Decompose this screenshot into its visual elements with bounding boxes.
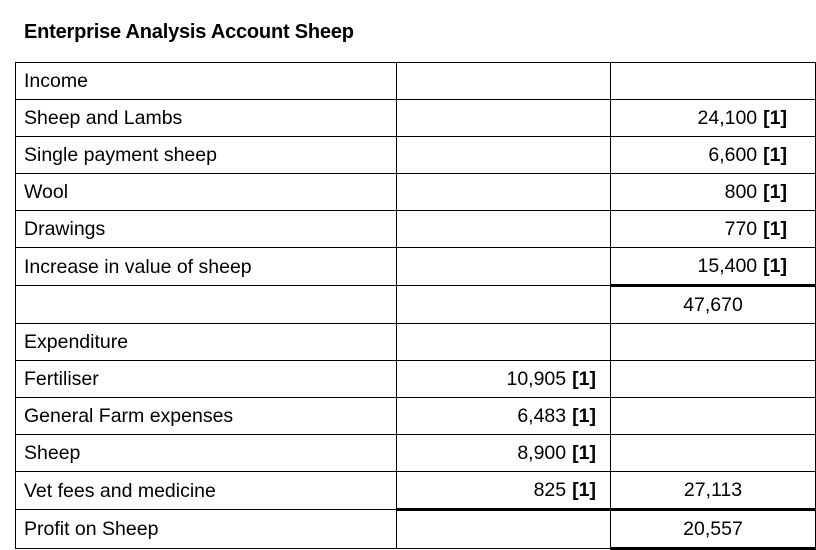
expenditure-cell [395, 210, 611, 248]
value: 27,113 [683, 479, 743, 501]
sheep-account-table: Income Sheep and Lambs 24,100 [1] Single … [15, 62, 816, 550]
mark: [1] [572, 368, 596, 390]
row-label: Fertiliser [15, 360, 397, 398]
row-label: Sheep and Lambs [15, 99, 397, 137]
value: 6,600 [708, 144, 758, 166]
table-row: Single payment sheep 6,600 [1] [15, 136, 816, 174]
table-row: Drawings 770 [1] [15, 210, 816, 248]
mark: [1] [763, 181, 787, 203]
row-label: Profit on Sheep [15, 509, 397, 549]
row-label: Vet fees and medicine [15, 471, 397, 510]
value: 24,100 [697, 107, 758, 129]
total-cell [609, 434, 816, 472]
mark: [1] [763, 255, 787, 277]
expenditure-cell [395, 62, 611, 100]
expenditure-cell: 8,900 [1] [395, 434, 611, 472]
table-row: 47,670 [15, 285, 816, 324]
row-label: Expenditure [15, 323, 397, 361]
value: 47,670 [683, 294, 743, 316]
value: 15,400 [697, 255, 758, 277]
total-cell: 6,600 [1] [609, 136, 816, 174]
expenditure-cell [395, 285, 611, 324]
value: 770 [724, 218, 758, 240]
total-cell [609, 397, 816, 435]
expenditure-cell: 825 [1] [395, 471, 611, 511]
total-cell [609, 62, 816, 100]
row-label: Sheep [15, 434, 397, 472]
mark: [1] [763, 107, 787, 129]
expenditure-cell: 6,483 [1] [395, 397, 611, 435]
total-cell [609, 323, 816, 361]
mark: [1] [572, 405, 596, 427]
expenditure-cell [395, 247, 611, 286]
row-label [15, 285, 397, 324]
row-label: Drawings [15, 210, 397, 248]
row-label: Income [15, 62, 397, 100]
value: 8,900 [517, 442, 567, 464]
total-cell: 800 [1] [609, 173, 816, 211]
mark: [1] [763, 144, 787, 166]
table-row: Vet fees and medicine 825 [1] 27,113 [15, 471, 816, 511]
expenditure-cell [395, 323, 611, 361]
income-total-cell: 47,670 [609, 285, 816, 324]
expenditure-cell [395, 509, 611, 549]
mark: [1] [572, 479, 596, 501]
expenditure-cell [395, 136, 611, 174]
row-label: Increase in value of sheep [15, 247, 397, 286]
table-row: Sheep and Lambs 24,100 [1] [15, 99, 816, 137]
total-cell [609, 360, 816, 398]
total-cell: 15,400 [1] [609, 247, 816, 287]
value: 10,905 [506, 368, 567, 390]
table-row: Sheep 8,900 [1] [15, 434, 816, 472]
total-cell: 770 [1] [609, 210, 816, 248]
table-row: Increase in value of sheep 15,400 [1] [15, 247, 816, 287]
profit-cell: 20,557 [609, 509, 816, 550]
mark: [1] [572, 442, 596, 464]
document-title: Enterprise Analysis Account Sheep [24, 21, 354, 43]
value: 825 [533, 479, 567, 501]
table-row: Profit on Sheep 20,557 [15, 509, 816, 550]
mark: [1] [763, 218, 787, 240]
expenditure-cell [395, 173, 611, 211]
value: 800 [724, 181, 758, 203]
row-label: General Farm expenses [15, 397, 397, 435]
expenditure-cell: 10,905 [1] [395, 360, 611, 398]
total-cell: 24,100 [1] [609, 99, 816, 137]
value: 20,557 [683, 518, 743, 540]
table-row: Income [15, 62, 816, 100]
table-row: Fertiliser 10,905 [1] [15, 360, 816, 398]
value: 6,483 [517, 405, 567, 427]
row-label: Wool [15, 173, 397, 211]
table-row: Wool 800 [1] [15, 173, 816, 211]
expenditure-total-cell: 27,113 [609, 471, 816, 511]
expenditure-cell [395, 99, 611, 137]
table-row: General Farm expenses 6,483 [1] [15, 397, 816, 435]
row-label: Single payment sheep [15, 136, 397, 174]
table-row: Expenditure [15, 323, 816, 361]
